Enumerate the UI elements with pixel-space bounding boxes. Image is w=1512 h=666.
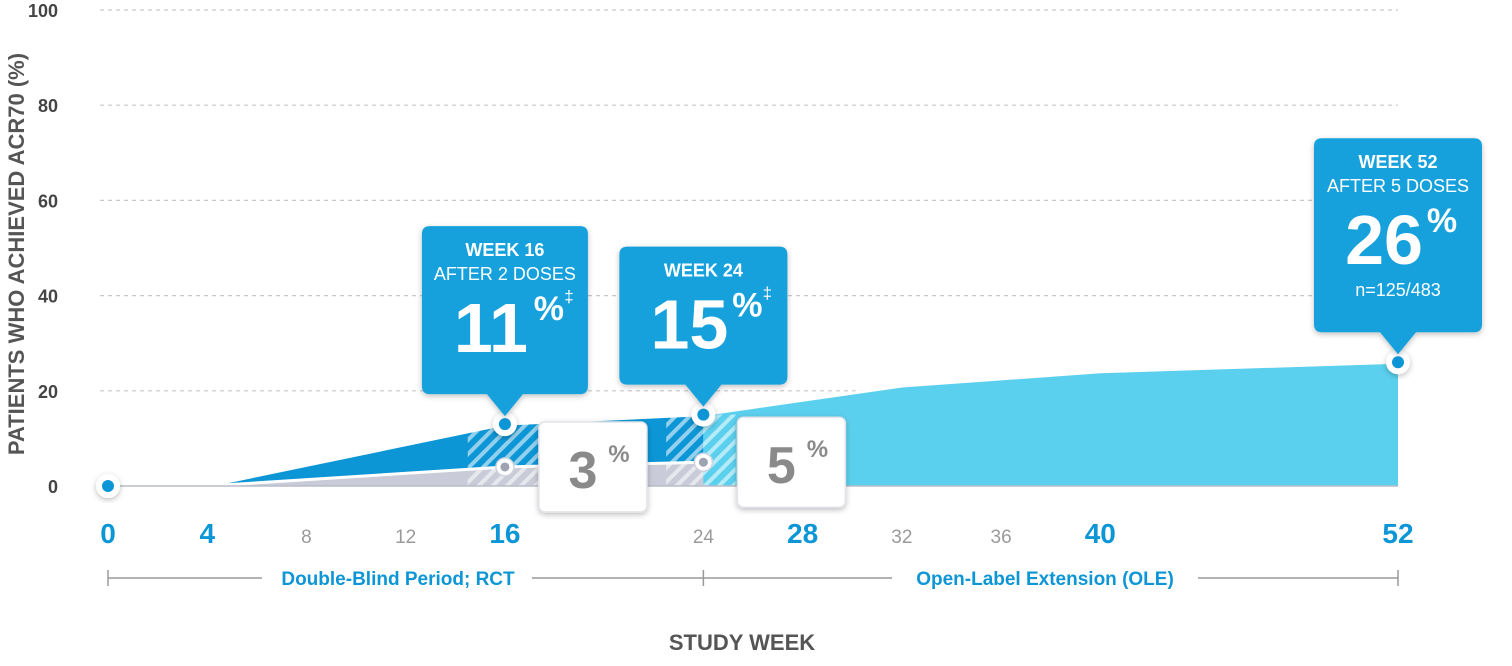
callout-subtitle: AFTER 2 DOSES — [434, 264, 576, 284]
x-tick-label: 40 — [1085, 518, 1116, 549]
period-label: Open-Label Extension (OLE) — [916, 569, 1174, 590]
y-axis-title: PATIENTS WHO ACHIEVED ACR70 (%) — [4, 53, 29, 455]
x-tick-label: 32 — [891, 527, 912, 548]
placebo-value: 3 — [568, 442, 597, 500]
callout-footnote-mark: ‡ — [763, 284, 772, 303]
x-tick-label: 24 — [693, 527, 715, 548]
y-tick-label: 60 — [38, 191, 58, 211]
callout-footnote-mark: ‡ — [564, 287, 573, 306]
x-tick-label: 52 — [1382, 518, 1413, 549]
hatch-band — [666, 414, 736, 486]
x-tick-label: 16 — [489, 518, 520, 549]
callout-subtitle: AFTER 5 DOSES — [1327, 176, 1469, 196]
placebo-label: 3% — [538, 421, 648, 513]
y-tick-label: 40 — [38, 287, 58, 307]
callout-box — [421, 226, 588, 417]
drug-marker-dot — [697, 408, 710, 421]
callout-pct: % — [1427, 202, 1457, 240]
y-tick-label: 100 — [28, 1, 58, 21]
callout-week-16: WEEK 16 AFTER 2 DOSES 11% ‡ — [421, 226, 588, 417]
x-axis-title: STUDY WEEK — [669, 630, 815, 655]
callout-title: WEEK 24 — [664, 261, 743, 281]
drug-series-line — [108, 360, 1399, 488]
callout-value: 26 — [1345, 201, 1423, 279]
x-tick-label: 28 — [787, 518, 818, 549]
placebo-pct: % — [807, 436, 828, 463]
callout-box — [1314, 138, 1482, 355]
y-tick-label: 80 — [38, 96, 58, 116]
placebo-pct: % — [608, 441, 629, 468]
placebo-marker-dot — [500, 462, 510, 472]
placebo-marker-dot — [698, 457, 708, 467]
x-tick-label: 8 — [301, 527, 312, 548]
drug-marker-dot — [102, 480, 114, 492]
callout-value: 11 — [454, 289, 528, 367]
drug-marker-dot — [1392, 356, 1404, 369]
y-tick-label: 0 — [48, 477, 58, 497]
placebo-value: 5 — [767, 437, 796, 495]
placebo-label-box — [538, 421, 648, 513]
drug-marker-dot — [498, 418, 511, 431]
callout-n: n=125/483 — [1355, 280, 1441, 300]
callout-title: WEEK 52 — [1358, 152, 1437, 172]
callout-box — [619, 246, 788, 407]
period-label: Double-Blind Period; RCT — [281, 569, 515, 590]
plot-marks — [96, 350, 1410, 498]
y-tick-label: 20 — [38, 382, 58, 402]
callout-pct: % — [732, 287, 762, 325]
callout-title: WEEK 16 — [465, 240, 544, 260]
placebo-label: 5% — [736, 416, 847, 508]
placebo-label-box — [736, 416, 847, 508]
callout-value: 15 — [650, 286, 728, 364]
callout-week-24: WEEK 24 15% ‡ — [619, 246, 788, 407]
x-tick-label: 36 — [991, 527, 1012, 548]
callout-pct: % — [534, 290, 564, 328]
x-tick-label: 12 — [395, 527, 416, 548]
drug-area-ole — [703, 362, 1398, 486]
callout-week-52: WEEK 52 AFTER 5 DOSES 26 % n=125/483 — [1314, 138, 1482, 355]
x-tick-label: 4 — [199, 518, 215, 549]
x-tick-label: 0 — [100, 518, 116, 549]
